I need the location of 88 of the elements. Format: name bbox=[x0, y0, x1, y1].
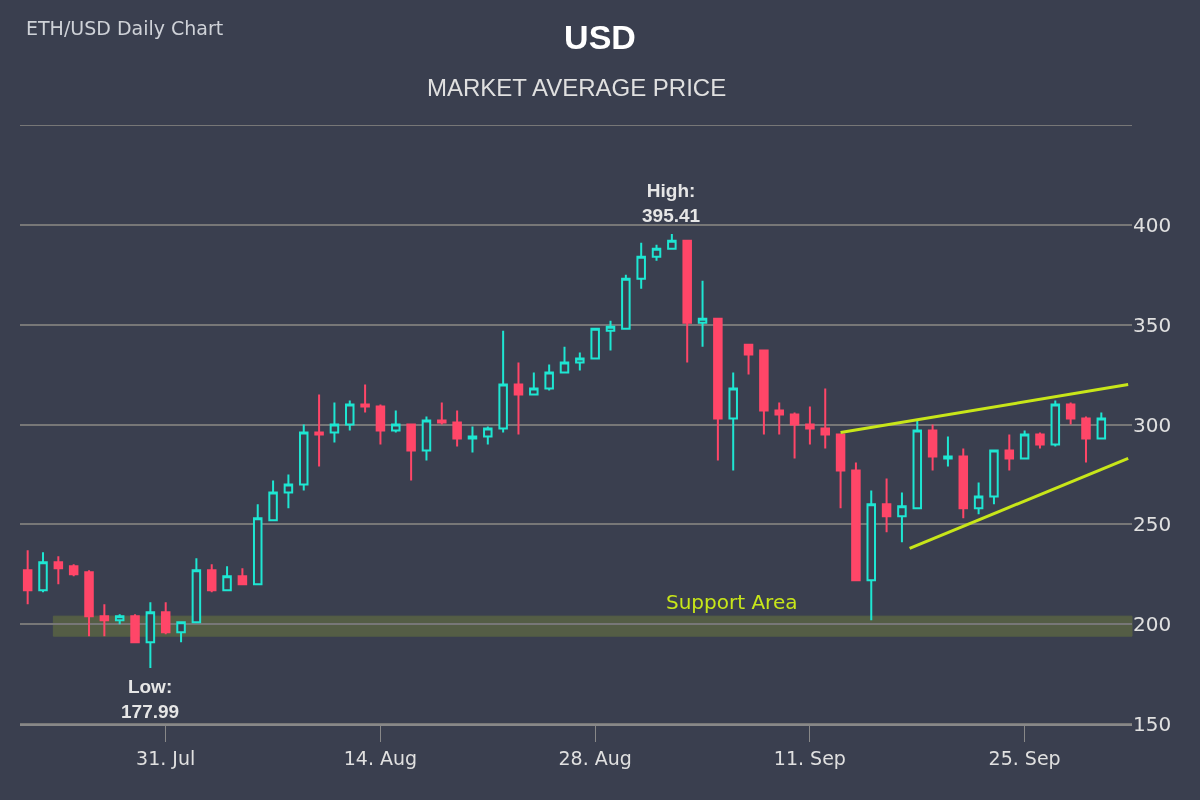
candlestick bbox=[345, 399, 355, 432]
candlestick bbox=[835, 433, 846, 510]
x-tick-label: 11. Sep bbox=[773, 746, 846, 769]
candlestick bbox=[298, 423, 309, 492]
candlestick bbox=[943, 435, 953, 468]
candlestick bbox=[605, 319, 616, 352]
candlestick bbox=[1081, 415, 1091, 464]
candlestick bbox=[651, 243, 662, 262]
candlestick bbox=[38, 551, 48, 594]
candlestick bbox=[544, 363, 554, 392]
candlestick bbox=[68, 563, 79, 578]
candlestick bbox=[575, 351, 585, 372]
candlestick bbox=[84, 569, 94, 638]
candlestick bbox=[1035, 431, 1045, 450]
y-tick-label: 200 bbox=[1133, 612, 1172, 637]
text: ETH/USD Daily Chart bbox=[26, 17, 224, 39]
x-tick-label: 31. Jul bbox=[136, 746, 196, 769]
candlestick bbox=[897, 491, 907, 544]
candlestick bbox=[1019, 429, 1030, 460]
x-tick-label: 28. Aug bbox=[558, 746, 632, 769]
candlestick bbox=[329, 401, 340, 444]
candlestick bbox=[682, 239, 692, 364]
candlestick bbox=[252, 503, 263, 586]
candlestick bbox=[1096, 411, 1107, 440]
candlestick bbox=[145, 601, 156, 670]
candlestick bbox=[237, 567, 248, 586]
y-tick-label: 250 bbox=[1133, 512, 1172, 537]
candlestick bbox=[437, 401, 447, 426]
y-tick-label: 300 bbox=[1133, 412, 1172, 437]
candlestick bbox=[881, 477, 892, 534]
candlestick bbox=[283, 473, 294, 510]
annotation: Low: 177.99 bbox=[121, 676, 180, 722]
candlestick bbox=[53, 555, 64, 586]
y-tick-label: 350 bbox=[1133, 312, 1172, 337]
candlestick bbox=[268, 479, 278, 522]
candlestick bbox=[191, 557, 202, 624]
x-tick-label: 25. Sep bbox=[988, 746, 1061, 769]
candlestick bbox=[759, 349, 769, 436]
candlestick bbox=[99, 603, 110, 638]
candlestick bbox=[697, 279, 708, 348]
candlestick bbox=[160, 601, 171, 636]
x-tick-label: 14. Aug bbox=[343, 746, 418, 769]
candlestick bbox=[927, 423, 938, 472]
candlestick bbox=[621, 273, 631, 330]
candlestick bbox=[851, 461, 861, 582]
candlestick bbox=[114, 613, 125, 626]
candlestick bbox=[483, 425, 493, 446]
candlestick bbox=[866, 489, 877, 622]
y-tick-label: 400 bbox=[1133, 212, 1172, 237]
candlestick bbox=[406, 423, 416, 482]
candlestick bbox=[421, 415, 432, 462]
candlestick bbox=[1004, 433, 1015, 472]
candlestick bbox=[636, 241, 646, 290]
candlestick bbox=[1065, 401, 1076, 426]
candlestick bbox=[314, 393, 324, 468]
candlestick bbox=[958, 447, 969, 520]
candlestick bbox=[375, 403, 386, 446]
candlestick bbox=[559, 345, 570, 374]
annotation: High: 395.41 bbox=[642, 180, 701, 226]
chart-title: USD bbox=[564, 17, 636, 56]
candlestick bbox=[452, 409, 462, 448]
candlestick bbox=[789, 411, 800, 460]
candlestick bbox=[743, 343, 754, 376]
band-label: Support Area bbox=[666, 590, 798, 614]
y-tick-label: 150 bbox=[1133, 712, 1172, 736]
candlestick bbox=[667, 233, 677, 250]
candlestick bbox=[391, 409, 401, 434]
candlestick bbox=[728, 371, 738, 472]
candlestick bbox=[973, 481, 984, 516]
candlestick bbox=[529, 371, 539, 396]
candlestick bbox=[820, 387, 830, 450]
candlestick bbox=[989, 449, 999, 506]
candlestick bbox=[467, 425, 478, 454]
candlestick bbox=[360, 383, 370, 414]
candlestick bbox=[912, 419, 923, 510]
chart-subtitle: MARKET AVERAGE PRICE bbox=[427, 74, 727, 101]
candlestick bbox=[805, 405, 815, 446]
candlestick bbox=[22, 549, 33, 606]
candlestick bbox=[222, 565, 232, 592]
candlestick bbox=[1050, 399, 1061, 448]
candlestick bbox=[206, 563, 217, 594]
candlestick bbox=[498, 329, 508, 434]
candlestick bbox=[774, 401, 784, 436]
candlestick bbox=[130, 613, 140, 644]
candlestick bbox=[713, 317, 723, 462]
candlestick bbox=[176, 621, 186, 644]
candlestick bbox=[590, 327, 600, 360]
candlestick bbox=[513, 361, 524, 436]
